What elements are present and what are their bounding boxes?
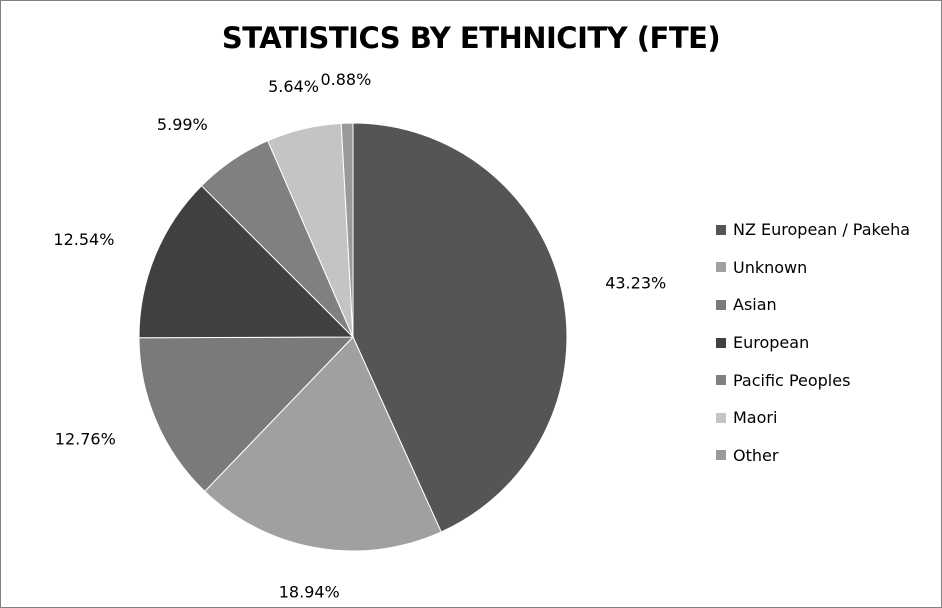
legend-label: European xyxy=(733,333,810,353)
legend-item-other: Other xyxy=(716,437,910,475)
legend: NZ European / Pakeha Unknown Asian European… xyxy=(716,211,910,474)
data-label-nz-european-pakeha: 43.23% xyxy=(605,274,666,293)
data-label-european: 12.54% xyxy=(53,230,114,249)
legend-item-pacific-peoples: Pacific Peoples xyxy=(716,361,910,399)
legend-label: Asian xyxy=(733,295,777,315)
data-label-other: 0.88% xyxy=(320,70,371,89)
legend-swatch xyxy=(716,262,726,273)
chart-title: STATISTICS BY ETHNICITY (FTE) xyxy=(221,21,721,55)
legend-label: Pacific Peoples xyxy=(733,370,851,390)
legend-item-asian: Asian xyxy=(716,286,910,324)
legend-item-maori: Maori xyxy=(716,399,910,437)
data-label-unknown: 18.94% xyxy=(279,582,340,601)
legend-swatch xyxy=(716,224,726,235)
legend-swatch xyxy=(716,450,726,461)
pie-slice-asian xyxy=(138,336,355,493)
legend-label: Unknown xyxy=(733,257,808,277)
data-label-asian: 12.76% xyxy=(55,430,116,449)
pie-slice-nz-european-pakeha xyxy=(352,122,568,533)
pie-slice-unknown xyxy=(204,336,442,552)
legend-swatch xyxy=(716,299,726,310)
legend-label: Other xyxy=(733,445,779,465)
legend-label: Maori xyxy=(733,408,778,428)
legend-swatch xyxy=(716,337,726,348)
pie-slice-european xyxy=(138,185,355,339)
legend-item-european: European xyxy=(716,324,910,362)
legend-item-unknown: Unknown xyxy=(716,249,910,287)
data-label-maori: 5.64% xyxy=(268,77,319,96)
legend-item-nz-european-pakeha: NZ European / Pakeha xyxy=(716,211,910,249)
legend-label: NZ European / Pakeha xyxy=(733,220,911,240)
data-label-pacific-peoples: 5.99% xyxy=(157,115,208,134)
pie-slice-other xyxy=(340,122,354,338)
legend-swatch xyxy=(716,412,726,423)
legend-swatch xyxy=(716,375,726,386)
